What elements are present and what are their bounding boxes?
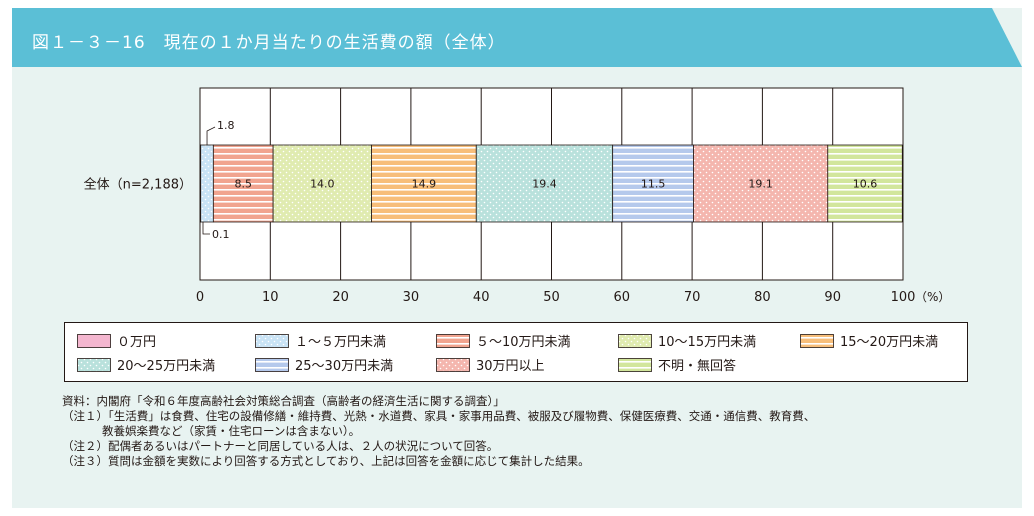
x-tick-label: 90: [824, 290, 841, 305]
data-label: 14.9: [412, 178, 437, 191]
title-banner: [12, 8, 1022, 67]
source-note: 資料：内閣府「令和６年度高齢社会対策総合調査（高齢者の経済生活に関する調査）」: [62, 394, 505, 408]
data-label: 8.5: [234, 178, 252, 191]
legend-item: ５～10万円未満: [436, 331, 571, 350]
stacked-bar-chart: 0 10 20 30 40 50 60 70 80 90 100 （%） 全体（n=2,188） 0.1 1…: [84, 87, 950, 305]
x-tick-label: 40: [473, 290, 490, 305]
x-tick-label: 70: [684, 290, 701, 305]
x-tick-label: 80: [754, 290, 771, 305]
legend-swatch: [436, 333, 470, 348]
note-1-continued: 教養娯楽費など（家賃・住宅ローンは含まない）。: [102, 424, 361, 438]
note-2: （注２）配偶者あるいはパートナーと同居している人は、２人の状況について回答。: [62, 439, 499, 453]
legend-item: 25～30万円未満: [255, 355, 393, 374]
bar-segment: [827, 144, 903, 223]
bar-segment: [212, 144, 274, 223]
x-tick-label: 10: [262, 290, 279, 305]
legend-label: ５～10万円未満: [476, 335, 571, 350]
data-label: 19.1: [748, 178, 773, 191]
legend-label: 20～25万円未満: [117, 359, 216, 374]
legend-label: １～５万円未満: [295, 335, 387, 350]
legend-swatch: [77, 357, 111, 372]
title-banner-shape: [12, 8, 1022, 67]
legend-item: １～５万円未満: [255, 331, 386, 350]
x-tick-label: 100: [891, 290, 916, 305]
figure-notes: 資料：内閣府「令和６年度高齢社会対策総合調査（高齢者の経済生活に関する調査）」 …: [62, 394, 1002, 469]
figure-title: 図１－３－16 現在の１か月当たりの生活費の額（全体）: [32, 33, 506, 53]
legend-swatch: [77, 333, 111, 348]
data-label: 0.1: [212, 228, 230, 241]
legend-label: 不明・無回答: [658, 359, 737, 374]
legend-label: 15～20万円未満: [840, 335, 939, 350]
legend-item: ０万円: [77, 331, 156, 350]
bar-segment: [272, 144, 372, 223]
data-label: 1.8: [217, 119, 235, 132]
x-tick-label: 30: [403, 290, 420, 305]
note-1: （注１）「生活費」は食費、住宅の設備修繕・維持費、光熱・水道費、家具・家事用品費…: [62, 409, 816, 423]
chart-legend: ０万円 １～５万円未満 ５～10万円未満 10～15万円未満 15～20万円未満 20～2…: [64, 322, 968, 382]
legend-swatch: [436, 357, 470, 372]
legend-swatch: [800, 333, 834, 348]
x-unit-label: （%）: [915, 290, 950, 304]
x-tick-label: 20: [332, 290, 349, 305]
bar-segment: [371, 144, 477, 223]
legend-label: ０万円: [117, 335, 157, 350]
bar-segment: [200, 144, 214, 223]
legend-label: 10～15万円未満: [658, 335, 757, 350]
leader-line: [202, 222, 210, 235]
legend-swatch: [618, 333, 652, 348]
legend-swatch: [255, 357, 289, 372]
legend-item: 15～20万円未満: [800, 331, 938, 350]
note-3: （注３）質問は金額を実数により回答する方式としており、上記は回答を金額に応じて集…: [62, 454, 590, 468]
data-label: 14.0: [310, 178, 335, 191]
x-tick-label: 0: [196, 290, 204, 305]
legend-swatch: [618, 357, 652, 372]
bar-segment: [693, 144, 829, 223]
data-label: 19.4: [532, 178, 557, 191]
legend-label: 25～30万円未満: [295, 359, 394, 374]
legend-item: 10～15万円未満: [618, 331, 756, 350]
legend-swatch: [255, 333, 289, 348]
data-label: 11.5: [641, 178, 666, 191]
legend-item: 不明・無回答: [618, 355, 736, 374]
category-label: 全体（n=2,188）: [84, 177, 192, 193]
legend-label: 30万円以上: [476, 359, 545, 374]
legend-item: 20～25万円未満: [77, 355, 215, 374]
leader-line: [206, 126, 216, 145]
x-tick-label: 60: [614, 290, 631, 305]
x-tick-label: 50: [543, 290, 560, 305]
legend-item: 30万円以上: [436, 355, 545, 374]
data-label: 10.6: [853, 178, 878, 191]
bar-segment: [612, 144, 694, 223]
